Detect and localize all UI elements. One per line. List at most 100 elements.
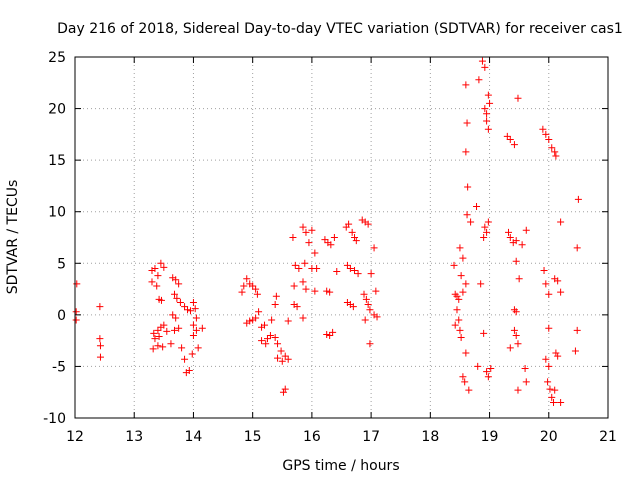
data-point	[323, 287, 331, 295]
data-point	[154, 326, 162, 334]
data-point	[153, 282, 161, 290]
data-point	[450, 261, 458, 269]
data-point	[361, 316, 369, 324]
data-point	[542, 130, 550, 138]
data-point	[548, 144, 556, 152]
data-point	[192, 314, 200, 322]
data-point	[453, 292, 461, 300]
data-point	[326, 331, 334, 339]
data-point	[299, 278, 307, 286]
data-point	[467, 218, 475, 226]
data-point	[480, 329, 488, 337]
data-point	[548, 393, 556, 401]
data-point	[453, 306, 461, 314]
data-point	[181, 355, 189, 363]
data-point	[308, 226, 316, 234]
data-point	[173, 294, 181, 302]
data-point	[160, 263, 168, 271]
data-point	[249, 282, 257, 290]
data-point	[299, 314, 307, 322]
data-point	[554, 352, 562, 360]
data-point	[506, 234, 514, 241]
y-tick-label: 5	[57, 256, 66, 272]
data-point	[148, 278, 156, 286]
data-point	[272, 292, 280, 300]
data-point	[554, 277, 562, 285]
data-point	[170, 290, 178, 298]
data-point	[462, 148, 470, 156]
data-point	[463, 119, 471, 127]
data-point	[451, 321, 459, 329]
x-tick-label: 18	[421, 429, 439, 445]
data-point	[367, 270, 375, 278]
x-tick-label: 14	[185, 429, 203, 445]
data-point	[185, 367, 193, 375]
data-point	[149, 345, 157, 353]
data-point	[157, 259, 165, 267]
data-point	[278, 357, 286, 365]
data-point	[271, 301, 279, 309]
data-point	[483, 368, 491, 376]
data-point	[96, 303, 104, 311]
data-point	[557, 218, 565, 226]
y-axis-label: SDTVAR / TECUs	[5, 180, 21, 295]
data-point	[366, 306, 374, 314]
y-tick-labels: -10 -5 0 5 10 15 20 25	[43, 50, 66, 427]
data-point	[481, 63, 489, 71]
data-point	[299, 223, 307, 231]
y-tick-label: -10	[43, 411, 66, 427]
data-point	[281, 352, 289, 360]
data-point	[154, 342, 162, 350]
data-point	[157, 296, 165, 304]
data-point	[159, 343, 167, 351]
data-point	[465, 386, 473, 394]
data-point	[263, 335, 271, 343]
data-point	[539, 125, 547, 133]
data-point	[459, 288, 467, 296]
data-point	[246, 317, 254, 325]
data-point	[302, 228, 310, 236]
data-point	[72, 316, 80, 324]
data-point	[483, 117, 491, 125]
data-point	[478, 57, 486, 65]
y-tick-label: 25	[48, 50, 66, 66]
data-point	[542, 280, 550, 288]
data-point	[462, 280, 470, 288]
data-point	[512, 308, 520, 316]
data-point	[172, 276, 180, 284]
data-point	[351, 267, 359, 275]
y-tick-label: 20	[48, 102, 66, 118]
data-point	[189, 298, 197, 306]
data-point	[343, 261, 351, 269]
data-point	[506, 136, 514, 144]
data-point	[463, 211, 471, 219]
x-tick-label: 16	[303, 429, 321, 445]
data-point	[253, 290, 261, 298]
data-point	[151, 335, 159, 343]
data-point	[514, 94, 522, 102]
data-point	[262, 340, 270, 348]
y-tick-label: 15	[48, 153, 66, 169]
data-point	[484, 373, 492, 381]
data-point	[557, 399, 565, 407]
data-point	[154, 272, 162, 280]
data-point	[274, 340, 282, 348]
data-point	[514, 340, 522, 348]
data-point	[266, 331, 274, 339]
data-point	[170, 326, 178, 334]
grid-lines	[75, 57, 608, 418]
data-point	[96, 353, 104, 361]
data-point	[464, 183, 472, 191]
data-point	[484, 125, 492, 133]
data-point	[333, 268, 341, 276]
data-point	[289, 234, 297, 241]
data-point	[457, 334, 465, 342]
data-point	[175, 324, 183, 332]
data-point	[360, 290, 368, 298]
data-point	[155, 333, 163, 341]
data-point	[175, 280, 183, 288]
data-point	[545, 290, 553, 298]
data-point	[506, 344, 514, 352]
data-point	[484, 218, 492, 226]
